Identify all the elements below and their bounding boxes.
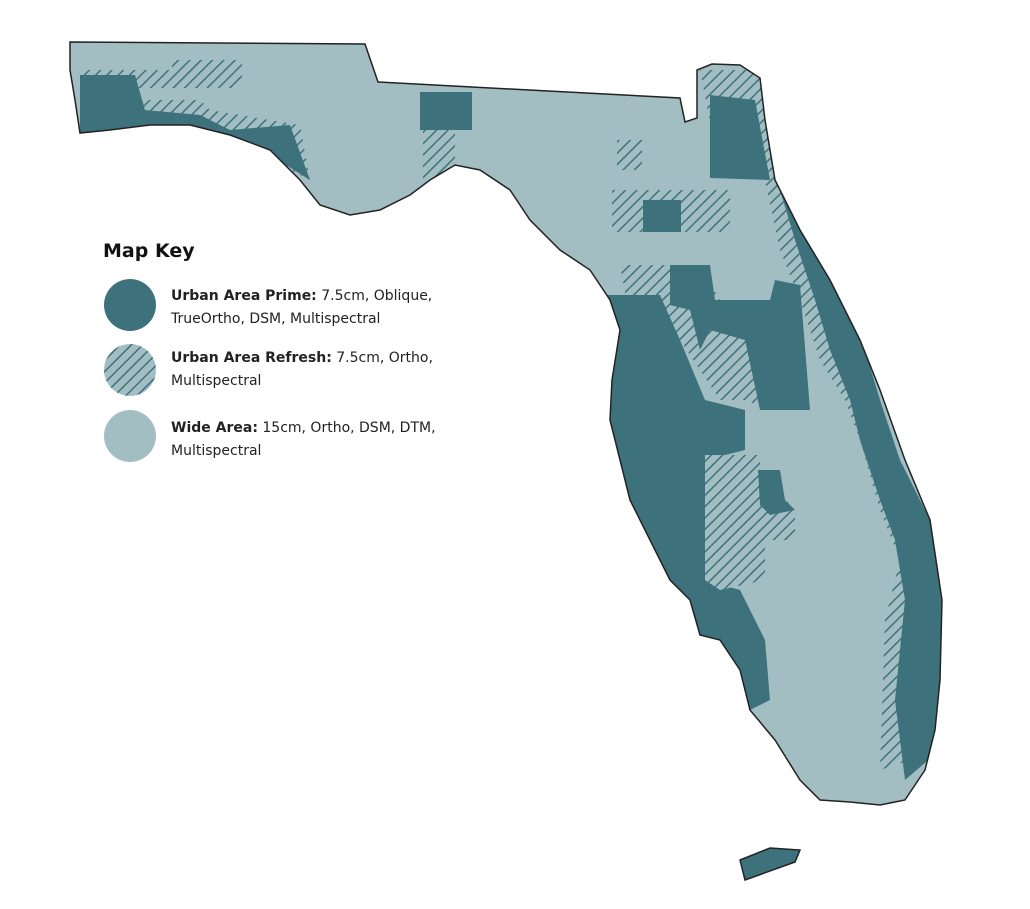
legend-description: 7.5cm, Oblique, TrueOrtho, DSM, Multispe… (171, 288, 433, 327)
prime-region (643, 200, 681, 232)
refresh-region (617, 140, 642, 170)
coverage-regions (80, 60, 942, 780)
legend-title: Map Key (103, 240, 195, 262)
prime-region (780, 190, 942, 780)
refresh-region (172, 60, 242, 85)
prime-region (758, 470, 795, 515)
legend-swatch-prime (104, 279, 156, 331)
legend-label: Urban Area Refresh: (171, 350, 332, 366)
prime-region (670, 265, 810, 410)
legend-swatch-refresh (104, 344, 156, 396)
prime-region (420, 92, 472, 130)
legend-item: Urban Area Prime: 7.5cm, Oblique, TrueOr… (171, 285, 461, 331)
legend-description: 7.5cm, Ortho, Multispectral (171, 350, 433, 389)
refresh-region (423, 130, 455, 180)
legend-item: Urban Area Refresh: 7.5cm, Ortho, Multis… (171, 347, 461, 393)
prime-region (600, 295, 770, 710)
legend-item: Wide Area: 15cm, Ortho, DSM, DTM, Multis… (171, 417, 461, 463)
legend-label: Urban Area Prime: (171, 288, 317, 304)
keys-island (739, 847, 802, 881)
legend-description: 15cm, Ortho, DSM, DTM, Multispectral (171, 420, 436, 459)
legend-swatch-wide (104, 410, 156, 462)
legend-label: Wide Area: (171, 420, 258, 436)
prime-region (710, 95, 770, 180)
